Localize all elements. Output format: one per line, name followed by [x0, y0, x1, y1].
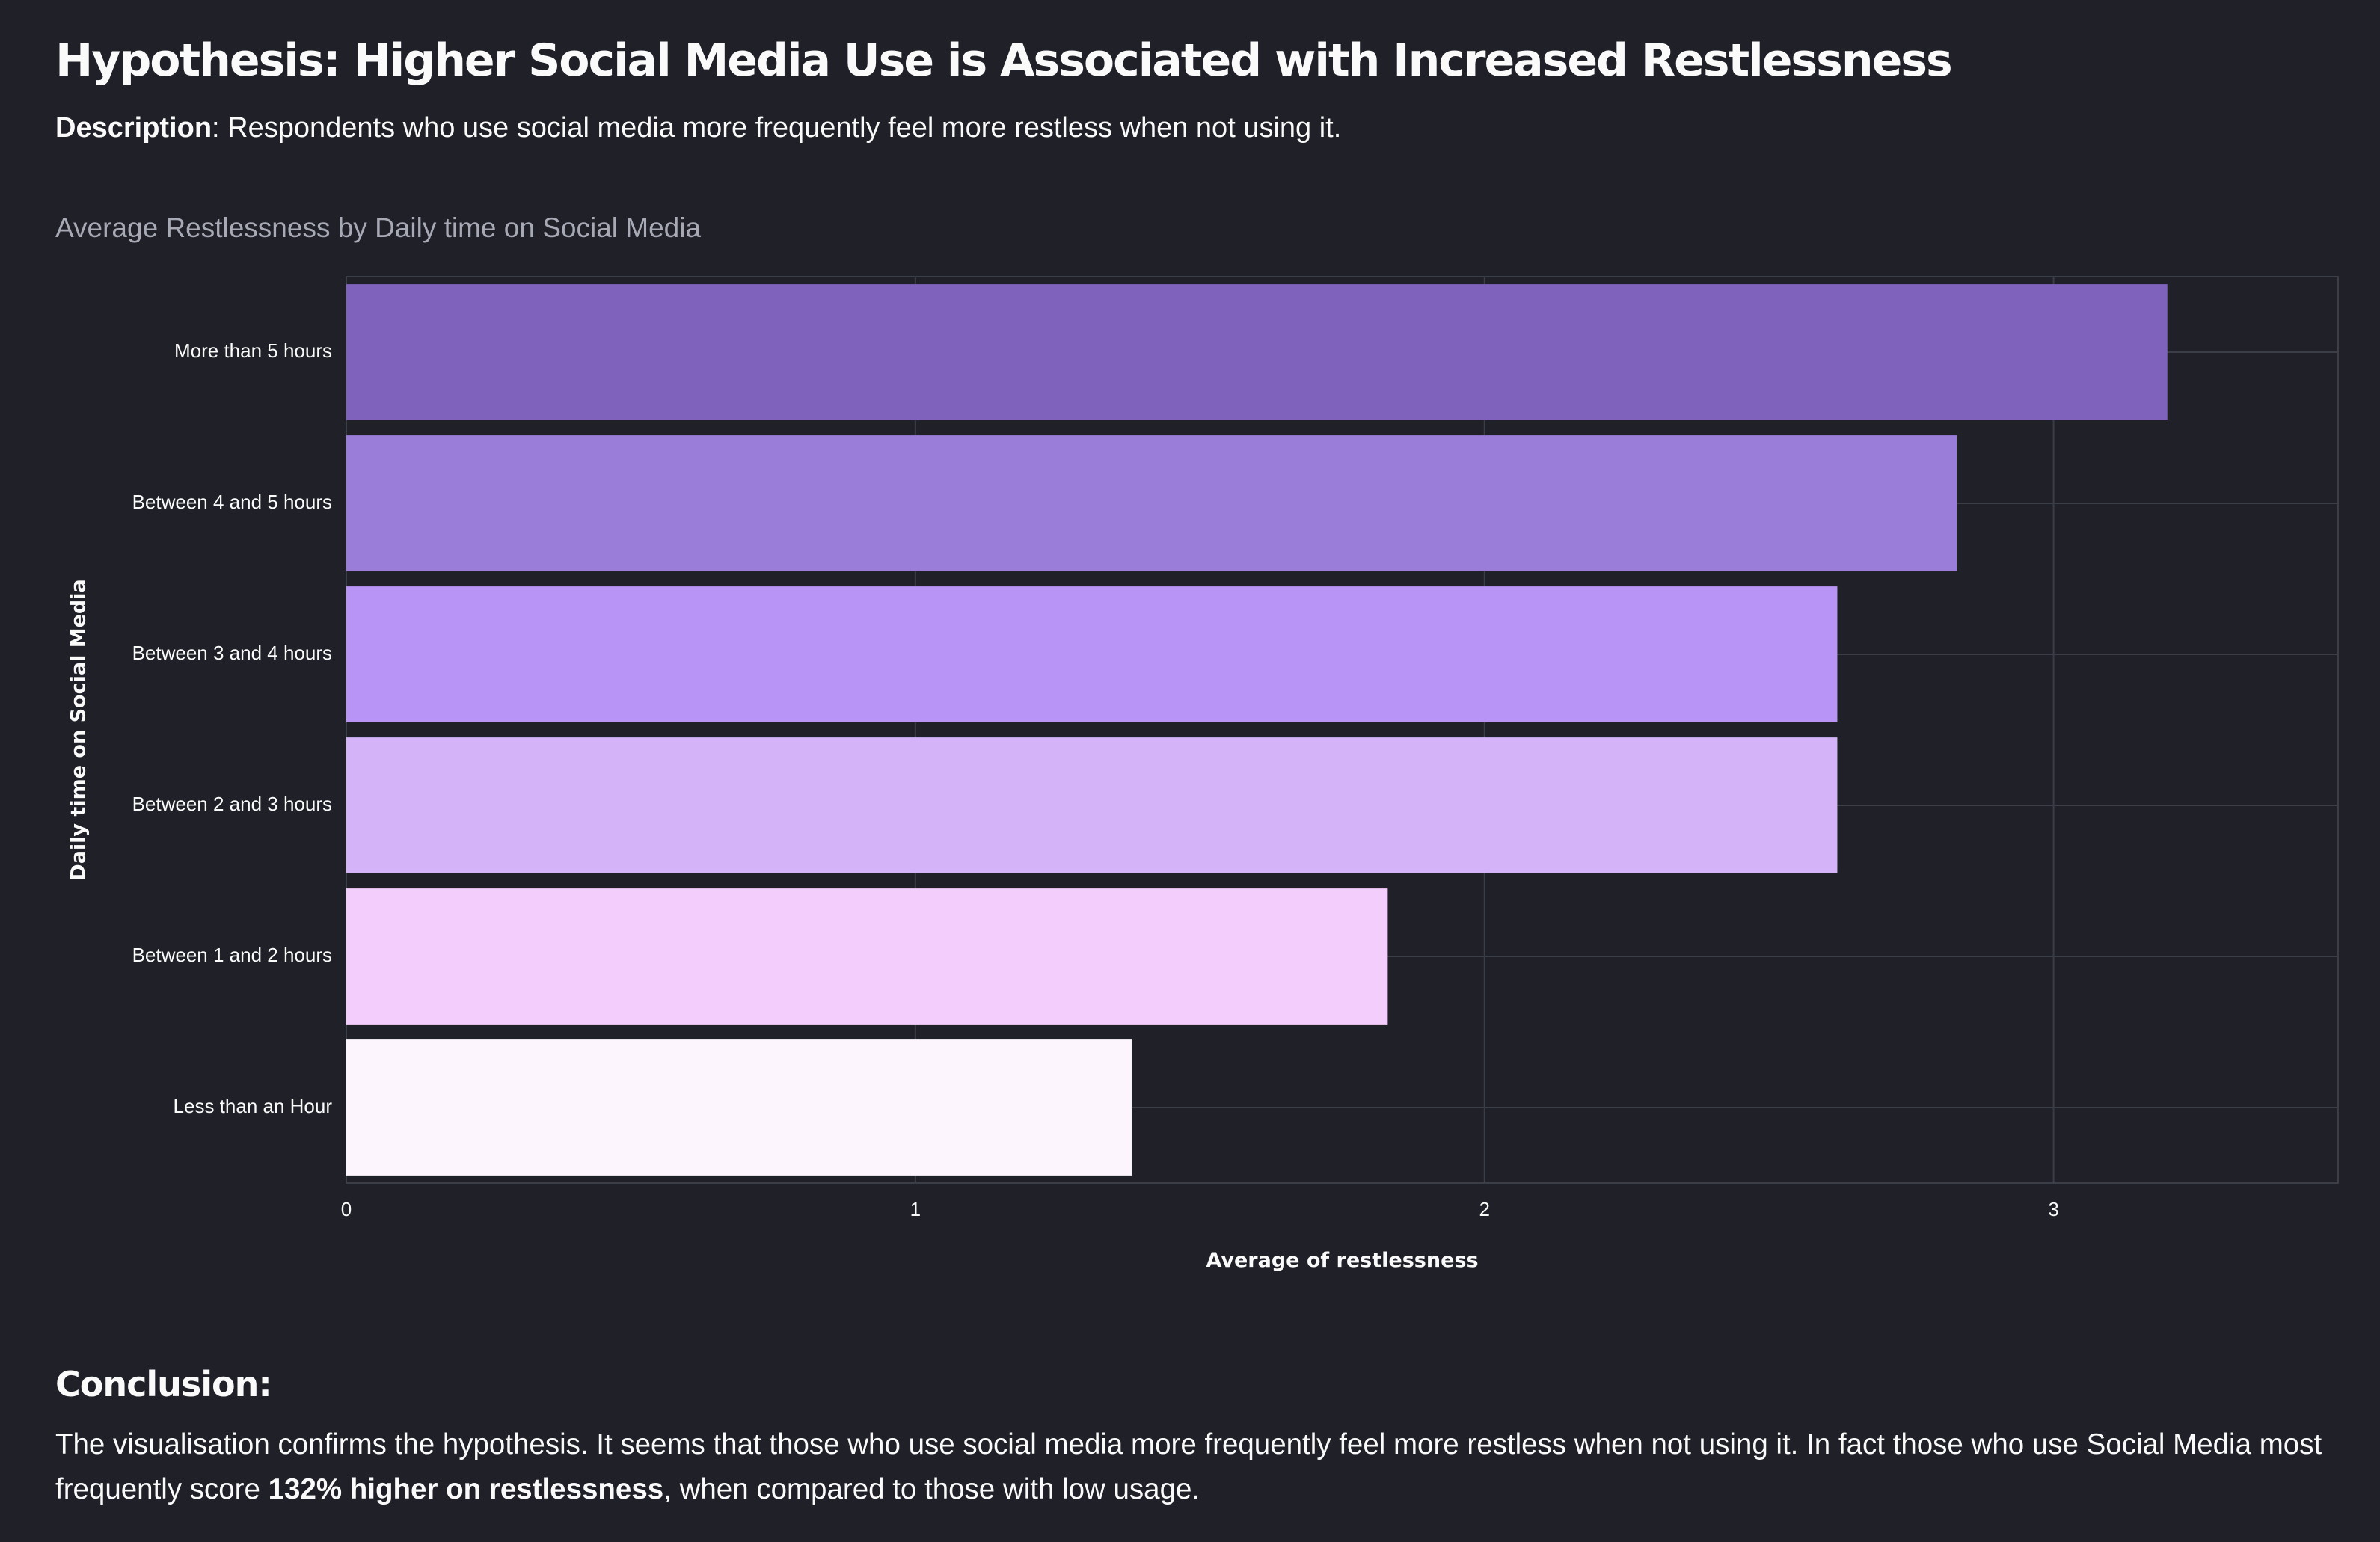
y-axis-title: Daily time on Social Media [67, 579, 91, 880]
bar-between-2-and-3-hours [346, 737, 1838, 873]
chart-title: Average Restlessness by Daily time on So… [55, 212, 702, 243]
bar-chart: More than 5 hours Between 4 and 5 hours Be… [67, 276, 2339, 1272]
conclusion-part2: , when compared to those with low usage. [663, 1473, 1200, 1505]
bar-between-1-and-2-hours [346, 888, 1388, 1025]
x-axis-title: Average of restlessness [1206, 1249, 1478, 1272]
bar-less-than-an-hour [346, 1039, 1132, 1176]
page-title: Hypothesis: Higher Social Media Use is A… [55, 34, 1953, 87]
y-tick-label: Between 1 and 2 hours [132, 944, 332, 966]
conclusion-highlight: 132% higher on restlessness [268, 1473, 664, 1505]
x-tick-label: 1 [910, 1198, 921, 1220]
x-tick-label: 2 [1479, 1198, 1489, 1220]
conclusion-part1: The visualisation confirms the hypothesi… [55, 1428, 2322, 1505]
description-text: : Respondents who use social media more … [212, 112, 1342, 144]
conclusion-text: The visualisation confirms the hypothesi… [55, 1422, 2344, 1512]
bar-between-3-and-4-hours [346, 586, 1838, 722]
bar-between-4-and-5-hours [346, 435, 1957, 571]
y-tick-label: Less than an Hour [174, 1095, 333, 1117]
bar-more-than-5-hours [346, 284, 2168, 420]
conclusion-heading: Conclusion: [55, 1364, 272, 1404]
x-tick-label: 3 [2048, 1198, 2058, 1220]
y-tick-label: Between 4 and 5 hours [132, 491, 332, 513]
y-tick-label: Between 2 and 3 hours [132, 793, 332, 815]
x-tick-label: 0 [341, 1198, 352, 1220]
description: Description: Respondents who use social … [55, 112, 1341, 144]
y-tick-label: Between 3 and 4 hours [132, 642, 332, 664]
description-label: Description [55, 112, 212, 144]
y-tick-label: More than 5 hours [174, 340, 332, 362]
